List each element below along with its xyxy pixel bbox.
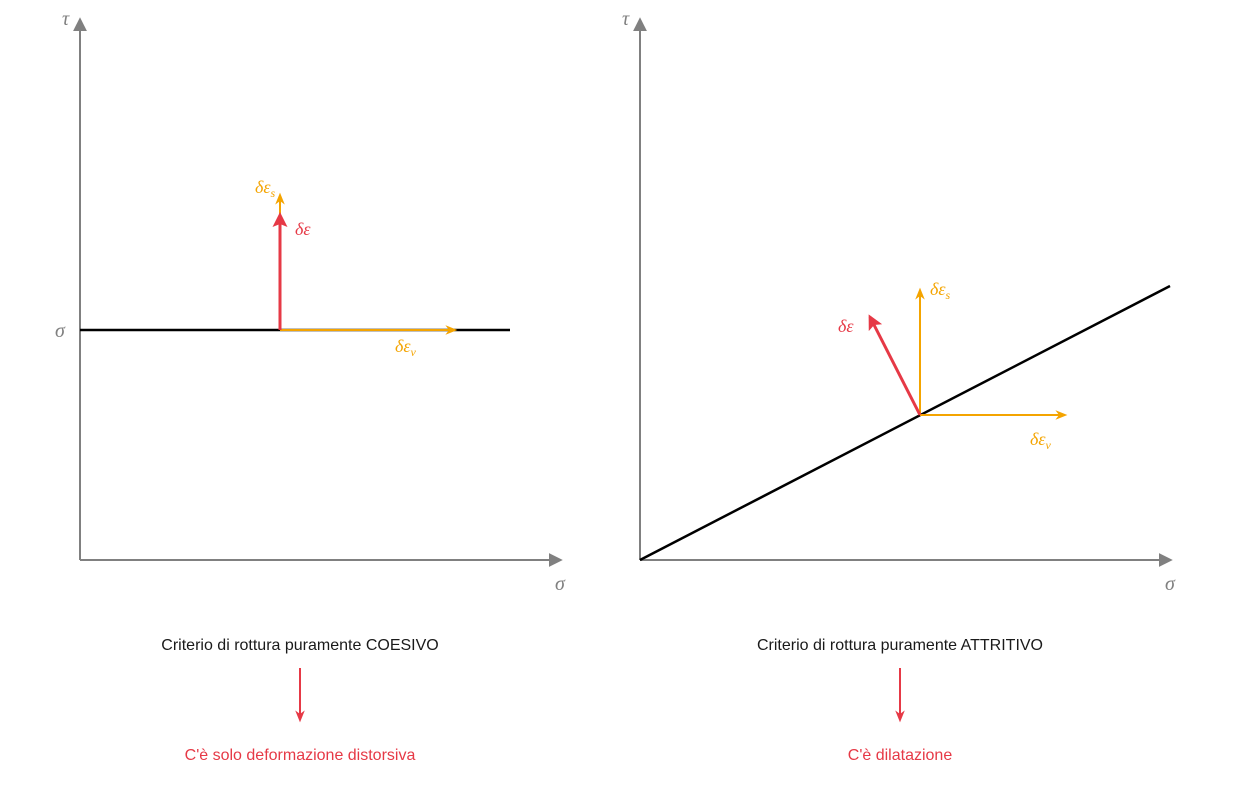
right-conclusion: C'è dilatazione bbox=[848, 747, 953, 764]
left-de-label: δε bbox=[295, 219, 311, 239]
left-y-axis-label: τ bbox=[62, 8, 70, 30]
right-x-axis-label: σ bbox=[1165, 573, 1176, 595]
left-chart: τ σ σ δεs δεv δε Criterio di rottura pur… bbox=[55, 8, 566, 764]
left-conclusion: C'è solo deformazione distorsiva bbox=[185, 747, 416, 764]
right-de-s-label: δεs bbox=[930, 279, 950, 302]
right-de-label: δε bbox=[838, 316, 854, 336]
left-de-s-label: δεs bbox=[255, 177, 275, 200]
left-de-v-label: δεv bbox=[395, 336, 416, 359]
right-de-vector bbox=[870, 317, 920, 415]
right-y-axis-label: τ bbox=[622, 8, 630, 30]
left-caption: Criterio di rottura puramente COESIVO bbox=[161, 637, 438, 654]
right-criterion-line bbox=[640, 286, 1170, 560]
right-de-v-label: δεv bbox=[1030, 429, 1051, 452]
left-sigma-intercept: σ bbox=[55, 320, 66, 342]
diagram-container: τ σ σ δεs δεv δε Criterio di rottura pur… bbox=[0, 0, 1247, 790]
diagram-svg: τ σ σ δεs δεv δε Criterio di rottura pur… bbox=[0, 0, 1247, 790]
left-x-axis-label: σ bbox=[555, 573, 566, 595]
right-caption: Criterio di rottura puramente ATTRITIVO bbox=[757, 637, 1043, 654]
right-chart: τ σ δεs δεv δε Criterio di rottura puram… bbox=[622, 8, 1176, 764]
